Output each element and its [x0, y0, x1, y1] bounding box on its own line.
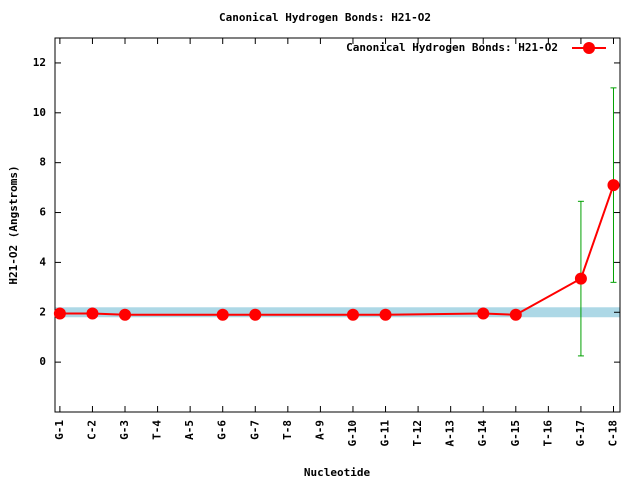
- x-tick-label: T-12: [411, 420, 424, 447]
- x-tick-label: T-8: [281, 420, 294, 440]
- x-tick-label: G-7: [248, 420, 261, 440]
- x-tick-label: G-1: [53, 420, 66, 440]
- x-tick-label: G-14: [476, 420, 489, 447]
- legend-label: Canonical Hydrogen Bonds: H21-O2: [346, 41, 558, 54]
- legend-marker: [583, 42, 595, 54]
- reference-band: [55, 307, 620, 318]
- x-tick-label: G-6: [216, 420, 229, 440]
- y-tick-label: 4: [39, 255, 46, 268]
- y-tick-label: 10: [33, 106, 46, 119]
- x-tick-label: G-3: [118, 420, 131, 440]
- data-point: [509, 308, 522, 321]
- data-point: [249, 308, 262, 321]
- data-point: [216, 308, 229, 321]
- x-tick-label: G-17: [574, 420, 587, 447]
- data-line: [59, 184, 615, 316]
- y-tick-label: 12: [33, 56, 46, 69]
- y-tick-label: 0: [39, 355, 46, 368]
- x-tick-label: A-5: [183, 420, 196, 440]
- x-tick-label: G-11: [379, 420, 392, 447]
- x-tick-label: C-2: [85, 420, 98, 440]
- data-point: [119, 308, 132, 321]
- x-tick-label: C-18: [606, 420, 619, 447]
- x-tick-label: A-13: [444, 420, 457, 447]
- data-point: [477, 307, 490, 320]
- y-axis-label: H21-O2 (Angstroms): [7, 165, 20, 284]
- x-axis-label: Nucleotide: [304, 466, 371, 479]
- x-tick-label: A-9: [313, 420, 326, 440]
- data-point: [379, 308, 392, 321]
- x-tick-label: G-10: [346, 420, 359, 447]
- y-tick-label: 6: [39, 206, 46, 219]
- data-point: [346, 308, 359, 321]
- x-tick-label: T-16: [541, 420, 554, 447]
- data-point: [86, 307, 99, 320]
- y-tick-label: 2: [39, 305, 46, 318]
- plot-frame: [54, 37, 621, 413]
- data-point: [53, 307, 66, 320]
- x-tick-label: T-4: [151, 420, 164, 440]
- y-tick-label: 8: [39, 156, 46, 169]
- chart-title: Canonical Hydrogen Bonds: H21-O2: [219, 11, 431, 24]
- x-tick-label: G-15: [509, 420, 522, 447]
- data-point: [607, 179, 620, 192]
- data-point: [574, 272, 587, 285]
